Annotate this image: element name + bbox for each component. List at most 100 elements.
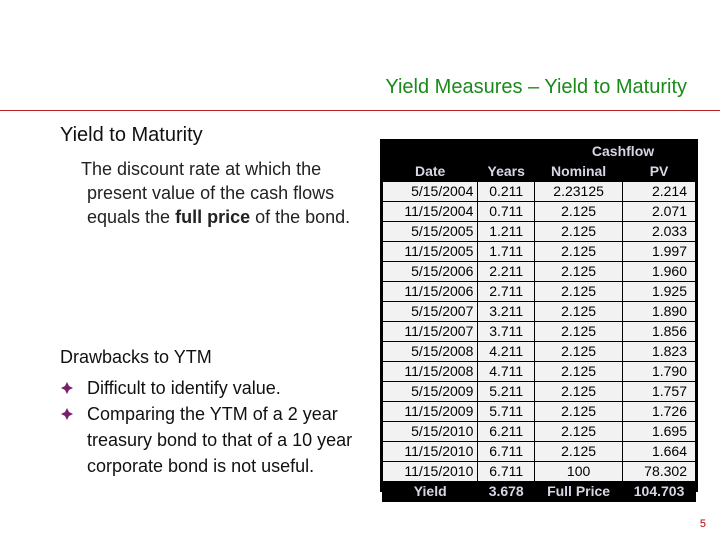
table-cell: 6.211 [477, 421, 536, 442]
table-cell: 2.214 [622, 181, 696, 202]
table-cell: 2.125 [534, 341, 624, 362]
table-cell: 6.711 [477, 441, 536, 462]
diamond-bullet-icon [61, 382, 73, 394]
table-cell: 1.925 [622, 281, 696, 302]
column-header-pv: PV [622, 161, 696, 182]
definition-line-3-end: of the bond. [250, 207, 351, 227]
table-cell: 1.960 [622, 261, 696, 282]
table-cell: 2.125 [534, 321, 624, 342]
yield-label: Yield [381, 481, 479, 502]
table-cell: 5/15/2009 [381, 381, 479, 402]
table-cell: 1.211 [477, 221, 536, 242]
table-cell: 11/15/2008 [381, 361, 479, 382]
definition-line-3-start: equals the [87, 207, 176, 227]
column-header-date: Date [381, 161, 479, 182]
column-header-nominal: Nominal [534, 161, 624, 182]
table-cell: 11/15/2004 [381, 201, 479, 222]
slide-title: Yield Measures – Yield to Maturity [385, 76, 687, 98]
table-row: 5/15/2008 4.211 2.125 1.823 [381, 341, 696, 362]
table-cell: 1.757 [622, 381, 696, 402]
table-row: 5/15/2004 0.211 2.23125 2.214 [381, 181, 696, 202]
table-cell: 5/15/2005 [381, 221, 479, 242]
table-cell: 11/15/2007 [381, 321, 479, 342]
drawback-item: Difficult to identify value. [60, 375, 417, 401]
table-cell: 1.890 [622, 301, 696, 322]
table-cell: 78.302 [622, 461, 696, 482]
table-row: 11/15/2008 4.711 2.125 1.790 [381, 361, 696, 382]
table-cell: 3.211 [477, 301, 536, 322]
table-row: 5/15/2005 1.211 2.125 2.033 [381, 221, 696, 242]
table-cell: 1.695 [622, 421, 696, 442]
table-cell: 2.23125 [534, 181, 624, 202]
table-cell: 11/15/2009 [381, 401, 479, 422]
full-price-label: Full Price [534, 481, 624, 502]
table-row: 11/15/2010 6.711 2.125 1.664 [381, 441, 696, 462]
table-row: 11/15/2005 1.711 2.125 1.997 [381, 241, 696, 262]
table-row: 11/15/2010 6.711 100 78.302 [381, 461, 696, 482]
table-cell: 11/15/2010 [381, 461, 479, 482]
definition-emphasis: full price [175, 207, 251, 227]
page-number: 5 [699, 518, 706, 530]
table-cell: 11/15/2005 [381, 241, 479, 262]
table-cell: 2.125 [534, 401, 624, 422]
table-cell: 1.726 [622, 401, 696, 422]
table-cell: 5/15/2006 [381, 261, 479, 282]
table-cell: 11/15/2006 [381, 281, 479, 302]
table-cell: 2.125 [534, 261, 624, 282]
table-row: 11/15/2006 2.711 2.125 1.925 [381, 281, 696, 302]
table-cell: 5/15/2007 [381, 301, 479, 322]
table-cell: 5/15/2010 [381, 421, 479, 442]
table-cell: 2.033 [622, 221, 696, 242]
section-heading: Yield to Maturity [60, 124, 203, 146]
drawback-text-line: Difficult to identify value. [87, 378, 281, 398]
table-cell: 1.790 [622, 361, 696, 382]
table-cell: 2.711 [477, 281, 536, 302]
definition-line-2: present value of the cash flows [87, 183, 335, 203]
drawbacks-list: Difficult to identify value. Comparing th… [60, 375, 417, 479]
table-cell: 2.125 [534, 361, 624, 382]
table-cell: 5/15/2008 [381, 341, 479, 362]
drawbacks-heading: Drawbacks to YTM [60, 347, 212, 367]
table-cell: 100 [534, 461, 624, 482]
table-row: 5/15/2007 3.211 2.125 1.890 [381, 301, 696, 322]
table-row: 5/15/2010 6.211 2.125 1.695 [381, 421, 696, 442]
ytm-definition: The discount rate at which the present v… [81, 157, 381, 229]
table-cell: 2.071 [622, 201, 696, 222]
table-cell: 5.211 [477, 381, 536, 402]
table-cell: 0.211 [477, 181, 536, 202]
table-cell: 0.711 [477, 201, 536, 222]
table-row: 5/15/2006 2.211 2.125 1.960 [381, 261, 696, 282]
title-divider [0, 110, 720, 111]
table-cell: 5/15/2004 [381, 181, 479, 202]
table-cell: 1.997 [622, 241, 696, 262]
table-cell: 2.125 [534, 301, 624, 322]
table-cell: 2.211 [477, 261, 536, 282]
table-cell: 1.823 [622, 341, 696, 362]
table-row: 11/15/2007 3.711 2.125 1.856 [381, 321, 696, 342]
definition-line-1: The discount rate at which the [81, 159, 322, 179]
table-cell: 1.711 [477, 241, 536, 262]
table-cell: 2.125 [534, 421, 624, 442]
drawback-text-line: corporate bond is not useful. [87, 456, 315, 476]
table-cell: 2.125 [534, 201, 624, 222]
drawback-text-line: Comparing the YTM of a 2 year [87, 404, 338, 424]
table-cell: 3.711 [477, 321, 536, 342]
cashflow-table-frame: Cashflow Date Years Nominal PV 5/15/2004 0.2… [380, 139, 698, 502]
table-row: 11/15/2009 5.711 2.125 1.726 [381, 401, 696, 422]
table-cell: 1.664 [622, 441, 696, 462]
cashflow-group-header: Cashflow [534, 141, 696, 162]
drawback-text-line: treasury bond to that of a 10 year [87, 430, 353, 450]
table-cell: 2.125 [534, 221, 624, 242]
full-price-value: 104.703 [622, 481, 696, 502]
table-cell: 5.711 [477, 401, 536, 422]
table-cell: 4.711 [477, 361, 536, 382]
table-footer-row: Yield 3.678 Full Price 104.703 [381, 481, 696, 502]
table-row: 5/15/2009 5.211 2.125 1.757 [381, 381, 696, 402]
cashflow-rows: 5/15/2004 0.211 2.23125 2.214 11/15/2004 0.71… [381, 181, 696, 502]
column-header-row: Date Years Nominal PV [381, 161, 696, 182]
drawback-item: Comparing the YTM of a 2 year treasury bo… [60, 401, 417, 479]
table-cell: 6.711 [477, 461, 536, 482]
column-header-years: Years [477, 161, 536, 182]
cashflow-table: Cashflow Date Years Nominal PV 5/15/2004 0.2… [381, 141, 696, 502]
table-cell: 11/15/2010 [381, 441, 479, 462]
